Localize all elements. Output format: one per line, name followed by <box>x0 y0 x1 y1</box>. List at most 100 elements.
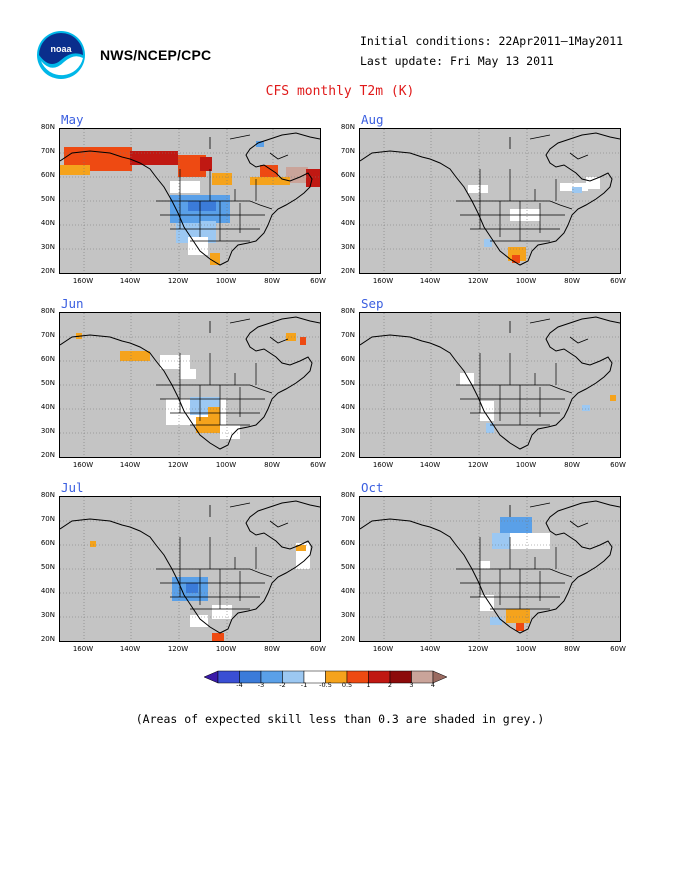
legend-label: -4 <box>236 681 243 689</box>
legend-label: 3 <box>409 681 414 689</box>
lon-tick-label: 160W <box>372 277 394 285</box>
lat-tick-label: 80N <box>40 491 55 499</box>
lon-tick-label: 120W <box>167 277 189 285</box>
lat-tick-label: 50N <box>40 379 55 387</box>
legend-label: 2 <box>387 681 393 689</box>
lat-tick-label: 30N <box>340 243 355 251</box>
agency-label: NWS/NCEP/CPC <box>100 47 212 63</box>
skill-footnote: (Areas of expected skill less than 0.3 a… <box>135 712 545 726</box>
lon-tick-label: 120W <box>467 645 489 653</box>
lon-tick-label: 100W <box>215 277 237 285</box>
lat-tick-label: 50N <box>40 563 55 571</box>
lat-tick-label: 80N <box>340 491 355 499</box>
lat-tick-label: 40N <box>340 219 355 227</box>
lat-tick-label: 80N <box>40 123 55 131</box>
legend-label: -2 <box>279 681 286 689</box>
lat-tick-label: 70N <box>340 515 355 523</box>
lon-tick-label: 160W <box>72 461 94 469</box>
map-frame <box>359 128 621 274</box>
legend-swatch <box>389 670 412 684</box>
lon-tick-label: 120W <box>467 461 489 469</box>
lon-tick-label: 160W <box>372 461 394 469</box>
legend-label: 0.5 <box>341 681 353 689</box>
lon-tick-label: 120W <box>467 277 489 285</box>
lon-tick-label: 60W <box>310 645 326 653</box>
lat-tick-label: 60N <box>340 539 355 547</box>
lat-tick-label: 50N <box>340 563 355 571</box>
lon-tick-label: 140W <box>119 461 141 469</box>
legend-label: 1 <box>366 681 371 689</box>
lon-tick-label: 80W <box>564 277 580 285</box>
lat-tick-label: 80N <box>40 307 55 315</box>
lat-tick-label: 30N <box>340 427 355 435</box>
lat-tick-label: 20N <box>40 451 55 459</box>
lat-tick-label: 80N <box>340 307 355 315</box>
lon-tick-label: 100W <box>515 645 537 653</box>
lon-tick-label: 100W <box>215 645 237 653</box>
lat-tick-label: 40N <box>40 219 55 227</box>
lon-tick-label: 140W <box>119 645 141 653</box>
lon-tick-label: 60W <box>310 461 326 469</box>
chart-title: CFS monthly T2m (K) <box>265 84 415 99</box>
lat-tick-label: 20N <box>40 635 55 643</box>
lon-tick-label: 80W <box>264 277 280 285</box>
lon-tick-label: 120W <box>167 461 189 469</box>
lon-tick-label: 160W <box>72 645 94 653</box>
lat-tick-label: 70N <box>40 515 55 523</box>
map-frame <box>59 312 321 458</box>
lat-tick-label: 40N <box>340 587 355 595</box>
lat-tick-label: 30N <box>340 611 355 619</box>
lon-tick-label: 160W <box>372 645 394 653</box>
legend-label: 4 <box>430 681 436 689</box>
noaa-logo-text: noaa <box>50 44 72 54</box>
map-frame <box>59 128 321 274</box>
map-frame <box>59 496 321 642</box>
legend-label: -0.5 <box>319 681 332 689</box>
lat-tick-label: 70N <box>340 147 355 155</box>
lat-tick-label: 60N <box>40 539 55 547</box>
lat-tick-label: 30N <box>40 243 55 251</box>
lat-tick-label: 60N <box>340 355 355 363</box>
lat-tick-label: 20N <box>340 451 355 459</box>
lon-tick-label: 140W <box>419 461 441 469</box>
lon-tick-label: 80W <box>264 645 280 653</box>
color-legend <box>204 670 448 684</box>
lat-tick-label: 40N <box>340 403 355 411</box>
lat-tick-label: 20N <box>340 267 355 275</box>
lon-tick-label: 140W <box>419 645 441 653</box>
lon-tick-label: 80W <box>564 461 580 469</box>
legend-label: -3 <box>257 681 265 689</box>
lon-tick-label: 140W <box>419 277 441 285</box>
map-frame <box>359 312 621 458</box>
lat-tick-label: 80N <box>340 123 355 131</box>
lat-tick-label: 20N <box>40 267 55 275</box>
lon-tick-label: 100W <box>515 461 537 469</box>
lon-tick-label: 80W <box>264 461 280 469</box>
map-frame <box>359 496 621 642</box>
initial-conditions: Initial conditions: 22Apr2011—1May2011 <box>360 34 624 48</box>
lat-tick-label: 70N <box>340 331 355 339</box>
lat-tick-label: 60N <box>40 171 55 179</box>
noaa-logo: noaa <box>37 31 85 79</box>
lat-tick-label: 50N <box>340 195 355 203</box>
lon-tick-label: 100W <box>215 461 237 469</box>
lon-tick-label: 60W <box>610 461 626 469</box>
legend-swatch <box>411 670 434 684</box>
last-update: Last update: Fri May 13 2011 <box>360 54 554 68</box>
lon-tick-label: 80W <box>564 645 580 653</box>
lat-tick-label: 30N <box>40 611 55 619</box>
lat-tick-label: 70N <box>40 331 55 339</box>
legend-arrow-right <box>432 670 448 684</box>
lat-tick-label: 70N <box>40 147 55 155</box>
lon-tick-label: 60W <box>610 645 626 653</box>
lon-tick-label: 60W <box>610 277 626 285</box>
lon-tick-label: 120W <box>167 645 189 653</box>
lat-tick-label: 20N <box>340 635 355 643</box>
lat-tick-label: 50N <box>40 195 55 203</box>
lat-tick-label: 40N <box>40 403 55 411</box>
lon-tick-label: 140W <box>119 277 141 285</box>
legend-swatch <box>368 670 391 684</box>
legend-arrow-left <box>204 670 219 684</box>
legend-label: -1 <box>300 681 308 689</box>
lon-tick-label: 160W <box>72 277 94 285</box>
